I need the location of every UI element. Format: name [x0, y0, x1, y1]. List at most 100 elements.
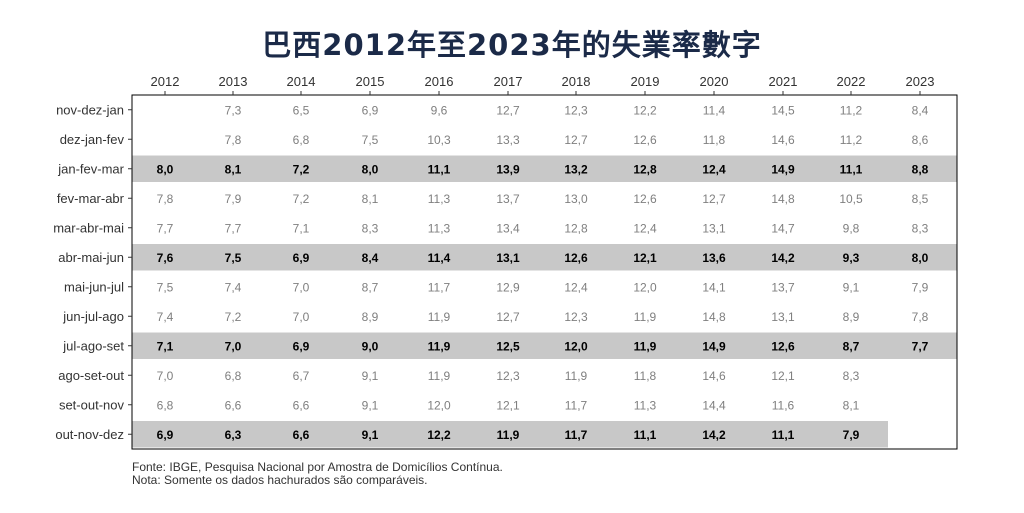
column-header: 2013 [219, 74, 248, 89]
table-cell: 6,6 [293, 398, 310, 412]
table-cell: 8,9 [362, 310, 379, 324]
table-cell: 14,8 [771, 192, 795, 206]
column-header: 2017 [494, 74, 523, 89]
row-label: dez-jan-fev [60, 132, 125, 147]
table-cell: 12,3 [564, 310, 588, 324]
table-cell: 14,5 [771, 103, 795, 117]
column-header: 2023 [906, 74, 935, 89]
table-cell: 7,5 [157, 280, 174, 294]
table-cell: 7,7 [157, 221, 174, 235]
page-title: 巴西2012年至2023年的失業率數字 [262, 28, 762, 62]
table-cell: 11,1 [840, 162, 863, 176]
row-label: nov-dez-jan [56, 102, 124, 117]
table-cell: 13,1 [702, 221, 726, 235]
table-cell: 8,0 [362, 162, 379, 176]
table-cell: 7,0 [293, 310, 310, 324]
table-cell: 12,6 [633, 133, 657, 147]
column-header: 2020 [700, 74, 729, 89]
row-label: fev-mar-abr [57, 191, 125, 206]
table-cell: 12,4 [702, 162, 726, 176]
column-header: 2019 [631, 74, 660, 89]
table-cell: 7,0 [225, 339, 242, 353]
table-cell: 13,7 [771, 280, 795, 294]
table-cell: 11,4 [703, 103, 726, 117]
table-cell: 8,3 [912, 221, 929, 235]
table-cell: 6,8 [157, 398, 174, 412]
table-cell: 9,1 [843, 280, 860, 294]
table-cell: 8,3 [843, 369, 860, 383]
table-cell: 12,7 [564, 133, 588, 147]
column-header: 2016 [425, 74, 454, 89]
table-cell: 12,0 [427, 398, 451, 412]
table-cell: 11,2 [840, 103, 863, 117]
table-cell: 12,2 [427, 428, 451, 442]
table-cell: 6,8 [293, 133, 310, 147]
table-frame [131, 94, 958, 450]
table-cell: 7,8 [157, 192, 174, 206]
table-cell: 14,4 [702, 398, 726, 412]
column-header: 2012 [151, 74, 180, 89]
table-cell: 11,9 [428, 339, 451, 353]
table-cell: 7,0 [157, 369, 174, 383]
table-cell: 9,8 [843, 221, 860, 235]
table-cell: 11,7 [428, 280, 451, 294]
table-cell: 6,7 [293, 369, 310, 383]
table-cell: 13,1 [496, 251, 520, 265]
table-cell: 9,1 [362, 428, 379, 442]
table-cell: 11,3 [634, 398, 657, 412]
table-cell: 6,9 [293, 339, 310, 353]
table-cell: 14,1 [702, 280, 726, 294]
table-cell: 11,6 [772, 398, 795, 412]
table-cell: 7,6 [157, 251, 174, 265]
table-cell: 8,1 [225, 162, 242, 176]
table-cell: 11,9 [634, 339, 657, 353]
table-cell: 7,2 [225, 310, 242, 324]
table-cell: 12,2 [633, 103, 657, 117]
table-cell: 6,6 [293, 428, 310, 442]
table-cell: 7,1 [157, 339, 174, 353]
column-header: 2014 [287, 74, 316, 89]
table-cell: 14,6 [702, 369, 726, 383]
table-cell: 11,9 [634, 310, 657, 324]
table-cell: 7,7 [912, 339, 929, 353]
table-cell: 12,4 [633, 221, 657, 235]
table-cell: 11,3 [428, 221, 451, 235]
table-cell: 13,4 [496, 221, 520, 235]
table-cell: 9,6 [431, 103, 448, 117]
row-label: out-nov-dez [55, 427, 124, 442]
row-label: mar-abr-mai [53, 220, 124, 235]
table-cell: 12,3 [564, 103, 588, 117]
table-cell: 12,0 [633, 280, 657, 294]
row-label: ago-set-out [58, 368, 124, 383]
table-cell: 8,1 [843, 398, 860, 412]
table-cell: 12,4 [564, 280, 588, 294]
table-cell: 14,2 [771, 251, 795, 265]
table-cell: 8,5 [912, 192, 929, 206]
column-header: 2021 [769, 74, 798, 89]
table-cell: 8,6 [912, 133, 929, 147]
table-cell: 6,3 [225, 428, 242, 442]
table-cell: 12,8 [564, 221, 588, 235]
row-label: jul-ago-set [62, 338, 124, 353]
table-cell: 12,1 [633, 251, 657, 265]
table-cell: 8,8 [912, 162, 929, 176]
table-cell: 8,0 [912, 251, 929, 265]
column-header: 2022 [837, 74, 866, 89]
table-cell: 14,8 [702, 310, 726, 324]
table-cell: 7,1 [293, 221, 310, 235]
table-cell: 8,4 [912, 103, 929, 117]
table-cell: 11,9 [497, 428, 520, 442]
table-cell: 7,3 [225, 103, 242, 117]
table-cell: 7,9 [843, 428, 860, 442]
comparability-note: Nota: Somente os dados hachurados são co… [132, 473, 428, 487]
table-cell: 11,8 [634, 369, 657, 383]
table-cell: 11,1 [428, 162, 451, 176]
table-cell: 7,5 [225, 251, 242, 265]
table-cell: 12,3 [496, 369, 520, 383]
table-cell: 13,3 [496, 133, 520, 147]
table-cell: 6,9 [293, 251, 310, 265]
row-label: jan-fev-mar [57, 161, 124, 176]
table-cell: 14,6 [771, 133, 795, 147]
row-label: mai-jun-jul [64, 279, 124, 294]
